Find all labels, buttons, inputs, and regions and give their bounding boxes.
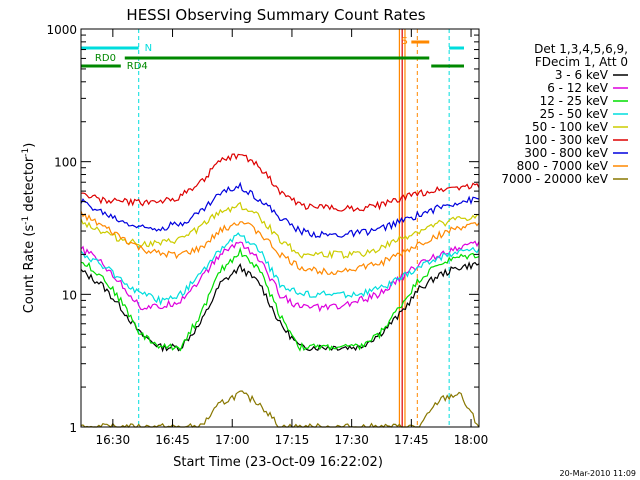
y-axis-label-part2: detector bbox=[22, 156, 37, 216]
legend-label-2: 12 - 25 keV bbox=[540, 94, 609, 108]
x-axis: 16:30 16:45 17:00 17:15 17:30 17:45 18:00 bbox=[96, 29, 489, 447]
x-tick-label-3: 17:15 bbox=[275, 433, 310, 447]
legend: Det 1,3,4,5,6,9, FDecim 1, Att 0 3 - 6 k… bbox=[501, 42, 628, 186]
legend-label-1: 6 - 12 keV bbox=[547, 81, 609, 95]
x-tick-label-5: 17:45 bbox=[394, 433, 429, 447]
x-tick-label-6: 18:00 bbox=[454, 433, 489, 447]
series-line-5 bbox=[80, 153, 480, 213]
y-axis-label-sup2: -1 bbox=[21, 148, 31, 157]
legend-label-7: 800 - 7000 keV bbox=[517, 159, 609, 173]
annotation-label-n: N bbox=[145, 43, 152, 54]
x-tick-label-1: 16:45 bbox=[155, 433, 190, 447]
legend-header-line2: FDecim 1, Att 0 bbox=[535, 55, 628, 69]
y-tick-label-0: 1 bbox=[69, 421, 77, 435]
series-line-0 bbox=[80, 261, 480, 353]
y-axis: 1 10 100 1000 bbox=[46, 23, 479, 435]
plot-frame bbox=[80, 28, 480, 428]
legend-label-8: 7000 - 20000 keV bbox=[501, 172, 608, 186]
x-tick-label-4: 17:30 bbox=[334, 433, 369, 447]
legend-label-3: 25 - 50 keV bbox=[540, 107, 609, 121]
series-line-1 bbox=[80, 240, 480, 313]
series-line-7 bbox=[80, 210, 480, 276]
series-line-3 bbox=[80, 232, 480, 306]
legend-label-6: 300 - 800 keV bbox=[524, 146, 608, 160]
legend-header-line1: Det 1,3,4,5,6,9, bbox=[534, 42, 628, 56]
legend-label-0: 3 - 6 keV bbox=[555, 68, 609, 82]
y-axis-label-part1: Count Rate (s bbox=[22, 225, 37, 314]
x-tick-label-0: 16:30 bbox=[96, 433, 131, 447]
y-axis-label-part3: ) bbox=[22, 143, 37, 148]
chart-title: HESSI Observing Summary Count Rates bbox=[126, 6, 425, 24]
series-line-6 bbox=[80, 181, 480, 238]
annotation-label-rd4: RD4 bbox=[127, 61, 148, 72]
legend-label-4: 50 - 100 keV bbox=[532, 120, 609, 134]
y-tick-label-2: 100 bbox=[54, 156, 77, 170]
y-axis-label-sup1: -1 bbox=[21, 216, 31, 225]
x-axis-label: Start Time (23-Oct-09 16:22:02) bbox=[173, 455, 383, 470]
series-line-2 bbox=[80, 246, 480, 352]
legend-label-5: 100 - 300 keV bbox=[524, 133, 608, 147]
footer-timestamp: 20-Mar-2010 11:09 bbox=[560, 469, 637, 478]
annotation-label-rd0: RD0 bbox=[95, 53, 116, 64]
y-tick-label-1: 10 bbox=[62, 288, 77, 302]
annotation-label-s: S bbox=[401, 36, 407, 47]
x-tick-label-2: 17:00 bbox=[215, 433, 250, 447]
series-line-4 bbox=[80, 201, 479, 260]
y-axis-label: Count Rate (s-1 detector-1) bbox=[21, 143, 37, 314]
y-tick-label-3: 1000 bbox=[46, 23, 77, 37]
